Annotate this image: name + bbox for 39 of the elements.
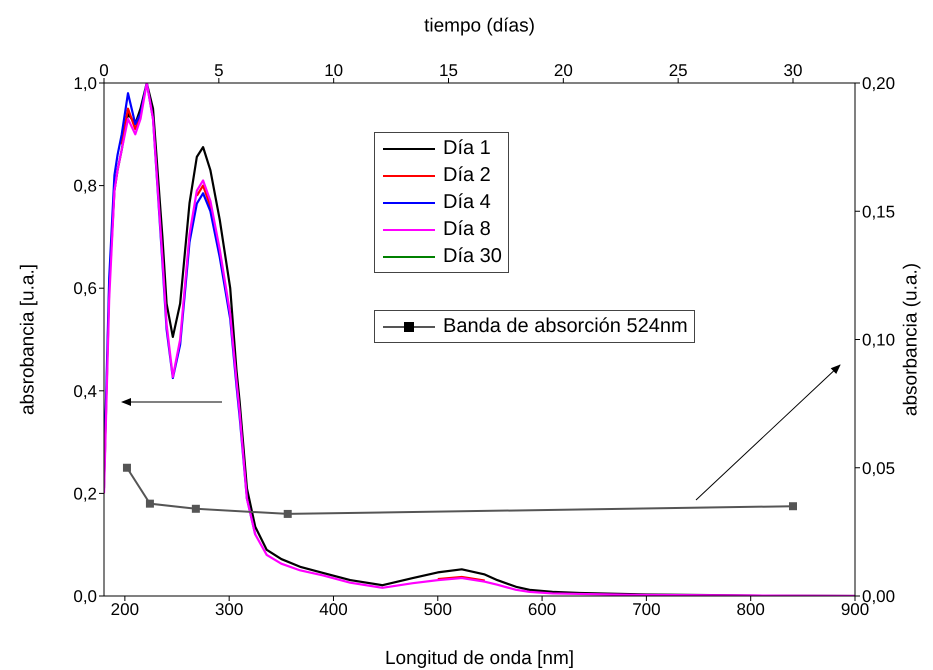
legend-label: Día 2 (443, 164, 491, 187)
point (284, 510, 292, 518)
x-tick-label: 700 (632, 600, 661, 620)
x-axis-title: tiempo (días) (424, 15, 535, 36)
point (122, 464, 131, 472)
y-tick-label: 0,0 (73, 587, 97, 606)
y-axis-title: absrobancia [u.a.] (18, 264, 38, 416)
legend-label: Día 1 (443, 137, 491, 160)
x-tick-label: 15 (439, 61, 458, 80)
y-tick-label: 0,6 (73, 279, 97, 298)
x-tick-label: 0 (99, 61, 109, 80)
legend-label: Día 30 (443, 245, 502, 268)
x-axis-title: Longitud de onda [nm] (384, 648, 574, 669)
x-tick-label: 600 (528, 600, 556, 620)
y-tick-label: 0,20 (862, 74, 896, 94)
x-tick-label: 20 (554, 61, 573, 80)
x-tick-label: 200 (110, 600, 140, 620)
y-tick-label: 0,10 (862, 330, 896, 350)
legend-label: Día 4 (443, 191, 491, 214)
y-axis-title: absorbancia (u.a.) (900, 262, 922, 416)
x-tick-label: 30 (784, 61, 802, 80)
legend-label: Banda de absorción 524nm (443, 315, 688, 338)
legend-label: Día 8 (443, 218, 491, 241)
x-tick-label: 300 (214, 600, 244, 620)
point (146, 500, 154, 508)
y-tick-label: 0,15 (862, 202, 896, 222)
point (192, 504, 200, 513)
x-tick-label: 500 (424, 600, 452, 620)
point (788, 502, 797, 510)
x-tick-label: 800 (736, 600, 765, 620)
x-tick-label: 25 (668, 61, 688, 80)
y-tick-label: 0,05 (862, 458, 896, 478)
y-tick-label: 0,2 (73, 484, 97, 504)
x-tick-label: 5 (214, 61, 224, 80)
y-tick-label: 1,0 (73, 74, 97, 94)
y-tick-label: 0,4 (73, 382, 97, 401)
y-tick-label: 0,8 (73, 176, 97, 196)
x-tick-label: 400 (319, 600, 348, 620)
x-tick-label: 10 (324, 61, 344, 80)
